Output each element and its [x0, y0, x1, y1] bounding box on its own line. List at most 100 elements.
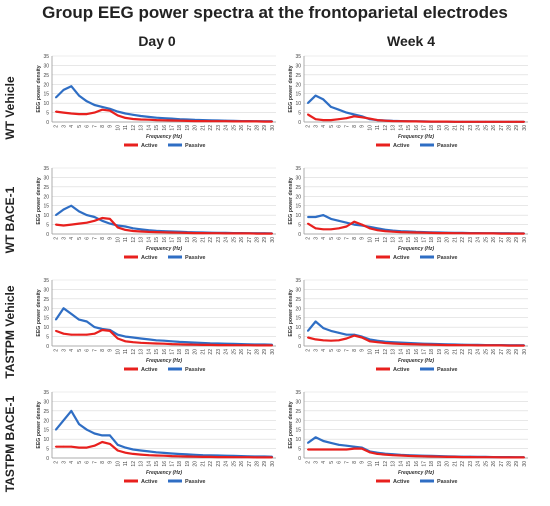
data-point-passive [70, 85, 73, 88]
data-point-active [337, 118, 340, 121]
data-point-passive [147, 116, 150, 118]
data-point-active [147, 454, 150, 457]
y-tick-label: 5 [46, 223, 49, 229]
data-point-passive [314, 320, 317, 323]
y-tick-label: 15 [295, 428, 301, 434]
data-point-active [217, 456, 219, 458]
data-point-active [353, 447, 356, 450]
data-point-active [515, 344, 518, 347]
data-point-active [78, 333, 80, 336]
x-tick-label: 23 [216, 125, 222, 131]
y-tick-label: 20 [43, 194, 49, 200]
x-tick-label: 14 [146, 125, 152, 131]
x-tick-label: 25 [483, 237, 489, 243]
x-tick-label: 15 [406, 461, 412, 467]
x-tick-label: 16 [162, 349, 168, 355]
x-tick-label: 21 [200, 237, 206, 243]
x-tick-label: 15 [154, 125, 160, 131]
x-tick-label: 3 [313, 237, 319, 240]
x-tick-label: 8 [352, 461, 358, 464]
data-point-active [70, 112, 73, 115]
x-tick-label: 21 [452, 461, 458, 467]
x-tick-label: 2 [306, 461, 312, 464]
data-point-active [232, 120, 235, 123]
x-tick-label: 19 [185, 237, 191, 243]
data-point-active [93, 444, 96, 447]
data-point-passive [139, 115, 142, 117]
data-point-active [337, 227, 340, 230]
x-tick-label: 5 [77, 237, 83, 240]
data-point-active [330, 228, 332, 231]
data-point-active [132, 341, 135, 344]
x-tick-label: 18 [429, 237, 435, 243]
data-point-active [54, 445, 57, 448]
data-point-active [70, 223, 73, 226]
data-point-active [361, 447, 363, 450]
y-tick-label: 20 [43, 82, 49, 88]
x-tick-label: 7 [344, 237, 350, 240]
data-point-active [193, 232, 196, 234]
data-point-passive [124, 225, 127, 228]
data-point-active [124, 228, 127, 231]
data-point-passive [314, 94, 317, 97]
data-point-active [376, 119, 379, 122]
data-point-active [438, 120, 441, 123]
x-tick-label: 17 [170, 125, 176, 131]
x-tick-label: 30 [270, 461, 276, 467]
y-tick-label: 35 [43, 278, 49, 284]
data-point-active [453, 455, 456, 458]
x-tick-label: 29 [262, 349, 268, 355]
data-point-passive [353, 223, 356, 226]
data-point-active [116, 337, 119, 340]
x-tick-label: 29 [514, 349, 520, 355]
data-point-active [469, 344, 471, 347]
data-point-active [170, 343, 173, 346]
data-point-passive [178, 340, 181, 343]
x-tick-label: 6 [337, 349, 343, 352]
x-tick-label: 8 [100, 349, 106, 352]
x-tick-label: 29 [262, 461, 268, 467]
y-tick-label: 35 [295, 166, 301, 172]
x-tick-label: 23 [468, 125, 474, 131]
data-point-active [178, 455, 181, 458]
x-tick-label: 4 [69, 349, 75, 352]
x-tick-label: 7 [92, 461, 98, 464]
x-tick-label: 22 [460, 125, 466, 131]
data-point-passive [78, 318, 80, 321]
x-tick-label: 29 [262, 125, 268, 131]
data-point-passive [330, 218, 332, 220]
x-tick-label: 15 [406, 125, 412, 131]
x-tick-label: 30 [522, 237, 528, 243]
y-tick-label: 15 [295, 204, 301, 210]
data-point-passive [306, 330, 309, 332]
x-axis-label: Frequency (Hz) [398, 134, 434, 140]
data-point-passive [337, 108, 340, 111]
data-point-passive [62, 419, 65, 422]
data-point-passive [330, 330, 332, 332]
y-tick-label: 5 [298, 447, 301, 453]
data-point-active [170, 119, 173, 122]
data-point-active [62, 111, 65, 114]
data-point-active [224, 344, 227, 346]
data-point-active [430, 455, 433, 458]
x-tick-label: 12 [383, 349, 389, 355]
data-point-active [163, 342, 165, 345]
x-tick-label: 18 [177, 125, 183, 131]
y-axis-label: EEG power density [36, 401, 42, 448]
data-point-active [337, 448, 340, 451]
data-point-active [469, 120, 471, 123]
x-tick-label: 29 [262, 237, 268, 243]
x-tick-label: 9 [108, 349, 114, 352]
y-tick-label: 25 [295, 73, 301, 79]
x-tick-label: 14 [398, 237, 404, 243]
x-tick-label: 9 [108, 237, 114, 240]
data-point-active [500, 344, 502, 347]
data-point-active [407, 231, 410, 234]
x-tick-label: 2 [54, 237, 60, 240]
x-tick-label: 10 [367, 125, 373, 131]
data-point-passive [78, 423, 80, 425]
data-point-active [217, 232, 219, 235]
x-tick-label: 14 [146, 349, 152, 355]
